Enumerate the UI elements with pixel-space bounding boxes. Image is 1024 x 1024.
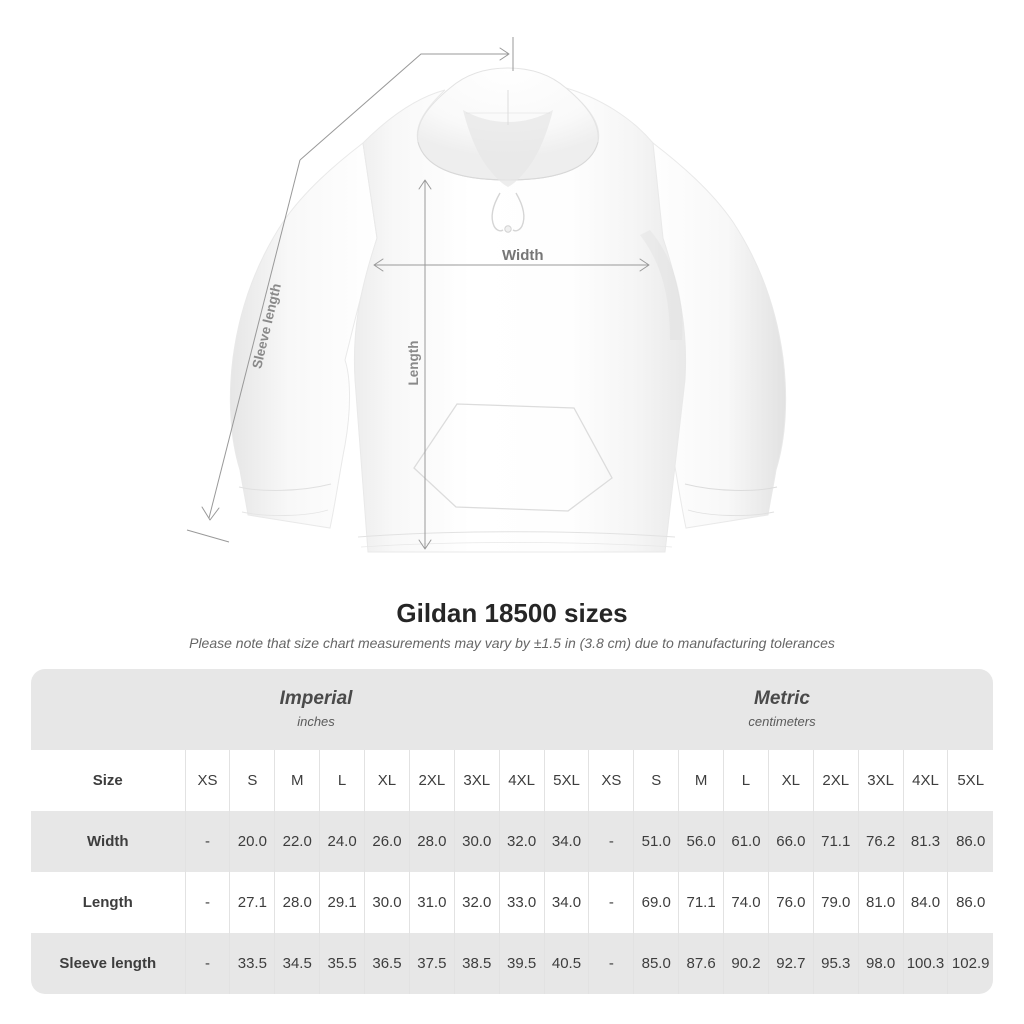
svg-text:Width: Width: [502, 247, 544, 264]
svg-text:Length: Length: [406, 341, 421, 386]
